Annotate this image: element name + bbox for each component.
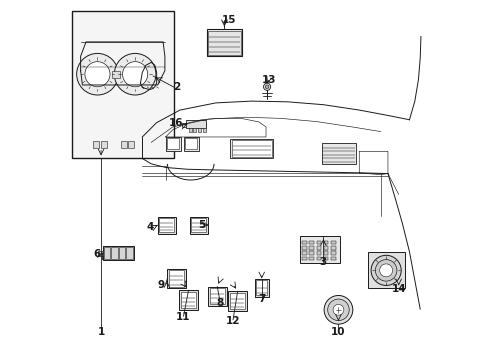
Bar xyxy=(181,292,196,308)
Text: 13: 13 xyxy=(261,75,276,85)
Text: 2: 2 xyxy=(172,82,180,92)
Text: 12: 12 xyxy=(225,316,240,325)
Bar xyxy=(309,251,313,255)
Bar xyxy=(93,140,99,148)
Circle shape xyxy=(327,299,348,320)
Bar xyxy=(230,293,244,309)
Bar xyxy=(323,251,328,255)
Bar xyxy=(302,240,306,244)
Bar xyxy=(202,128,205,132)
Bar xyxy=(255,280,267,295)
Text: 4: 4 xyxy=(146,222,154,231)
Bar xyxy=(207,287,226,306)
Bar xyxy=(102,246,134,260)
Bar xyxy=(159,218,174,232)
Text: 6: 6 xyxy=(93,248,100,258)
Text: 11: 11 xyxy=(176,312,190,322)
Bar xyxy=(72,12,174,158)
Bar xyxy=(309,246,313,249)
Bar xyxy=(121,140,126,148)
Bar xyxy=(191,218,206,232)
Bar xyxy=(198,128,201,132)
Bar xyxy=(330,251,335,255)
Text: 7: 7 xyxy=(258,294,265,304)
Bar xyxy=(167,269,185,288)
Circle shape xyxy=(379,264,392,277)
Bar xyxy=(309,257,313,260)
Bar xyxy=(300,236,339,263)
Circle shape xyxy=(332,305,343,315)
Bar xyxy=(186,120,206,128)
Bar xyxy=(98,251,102,256)
Bar xyxy=(183,137,198,150)
Circle shape xyxy=(85,62,110,87)
Text: 5: 5 xyxy=(198,220,204,230)
Bar xyxy=(302,257,306,260)
Bar xyxy=(119,247,125,258)
Bar xyxy=(103,247,110,258)
Circle shape xyxy=(114,53,156,95)
Bar xyxy=(112,71,120,78)
Circle shape xyxy=(265,85,268,89)
Bar xyxy=(158,217,175,234)
Bar xyxy=(323,257,328,260)
Bar xyxy=(128,140,133,148)
Bar xyxy=(254,279,268,297)
Bar xyxy=(228,291,246,311)
Bar xyxy=(206,30,242,56)
Text: 1: 1 xyxy=(97,327,104,337)
Bar xyxy=(230,139,273,158)
Bar xyxy=(182,123,186,127)
Circle shape xyxy=(263,83,270,90)
Bar xyxy=(231,140,271,157)
Bar xyxy=(330,246,335,249)
Text: 15: 15 xyxy=(222,15,236,26)
Text: 3: 3 xyxy=(319,257,326,267)
Bar xyxy=(169,270,184,287)
Bar xyxy=(165,137,180,150)
Bar xyxy=(126,247,132,258)
Bar xyxy=(309,240,313,244)
Text: 9: 9 xyxy=(158,280,164,290)
Text: 16: 16 xyxy=(169,118,183,128)
Bar xyxy=(316,251,321,255)
Bar xyxy=(188,128,191,132)
Bar xyxy=(101,140,106,148)
Bar xyxy=(330,257,335,260)
Bar xyxy=(208,31,240,55)
Bar xyxy=(316,240,321,244)
Circle shape xyxy=(324,296,352,324)
Text: 14: 14 xyxy=(390,284,405,294)
Bar xyxy=(302,251,306,255)
Bar xyxy=(316,257,321,260)
Circle shape xyxy=(375,260,396,281)
Bar xyxy=(302,246,306,249)
Bar xyxy=(323,246,328,249)
Circle shape xyxy=(370,255,400,285)
Bar xyxy=(323,240,328,244)
Bar xyxy=(111,247,117,258)
Bar xyxy=(316,246,321,249)
Bar xyxy=(330,240,335,244)
Bar xyxy=(184,138,197,149)
Bar xyxy=(190,217,207,234)
Bar xyxy=(179,290,198,310)
Circle shape xyxy=(77,53,118,95)
Bar xyxy=(209,288,224,305)
Bar xyxy=(367,252,404,288)
Bar xyxy=(193,128,196,132)
Bar xyxy=(321,143,355,164)
Circle shape xyxy=(122,62,147,87)
Text: 10: 10 xyxy=(330,327,345,337)
Bar xyxy=(167,138,179,149)
Text: 8: 8 xyxy=(216,298,224,308)
